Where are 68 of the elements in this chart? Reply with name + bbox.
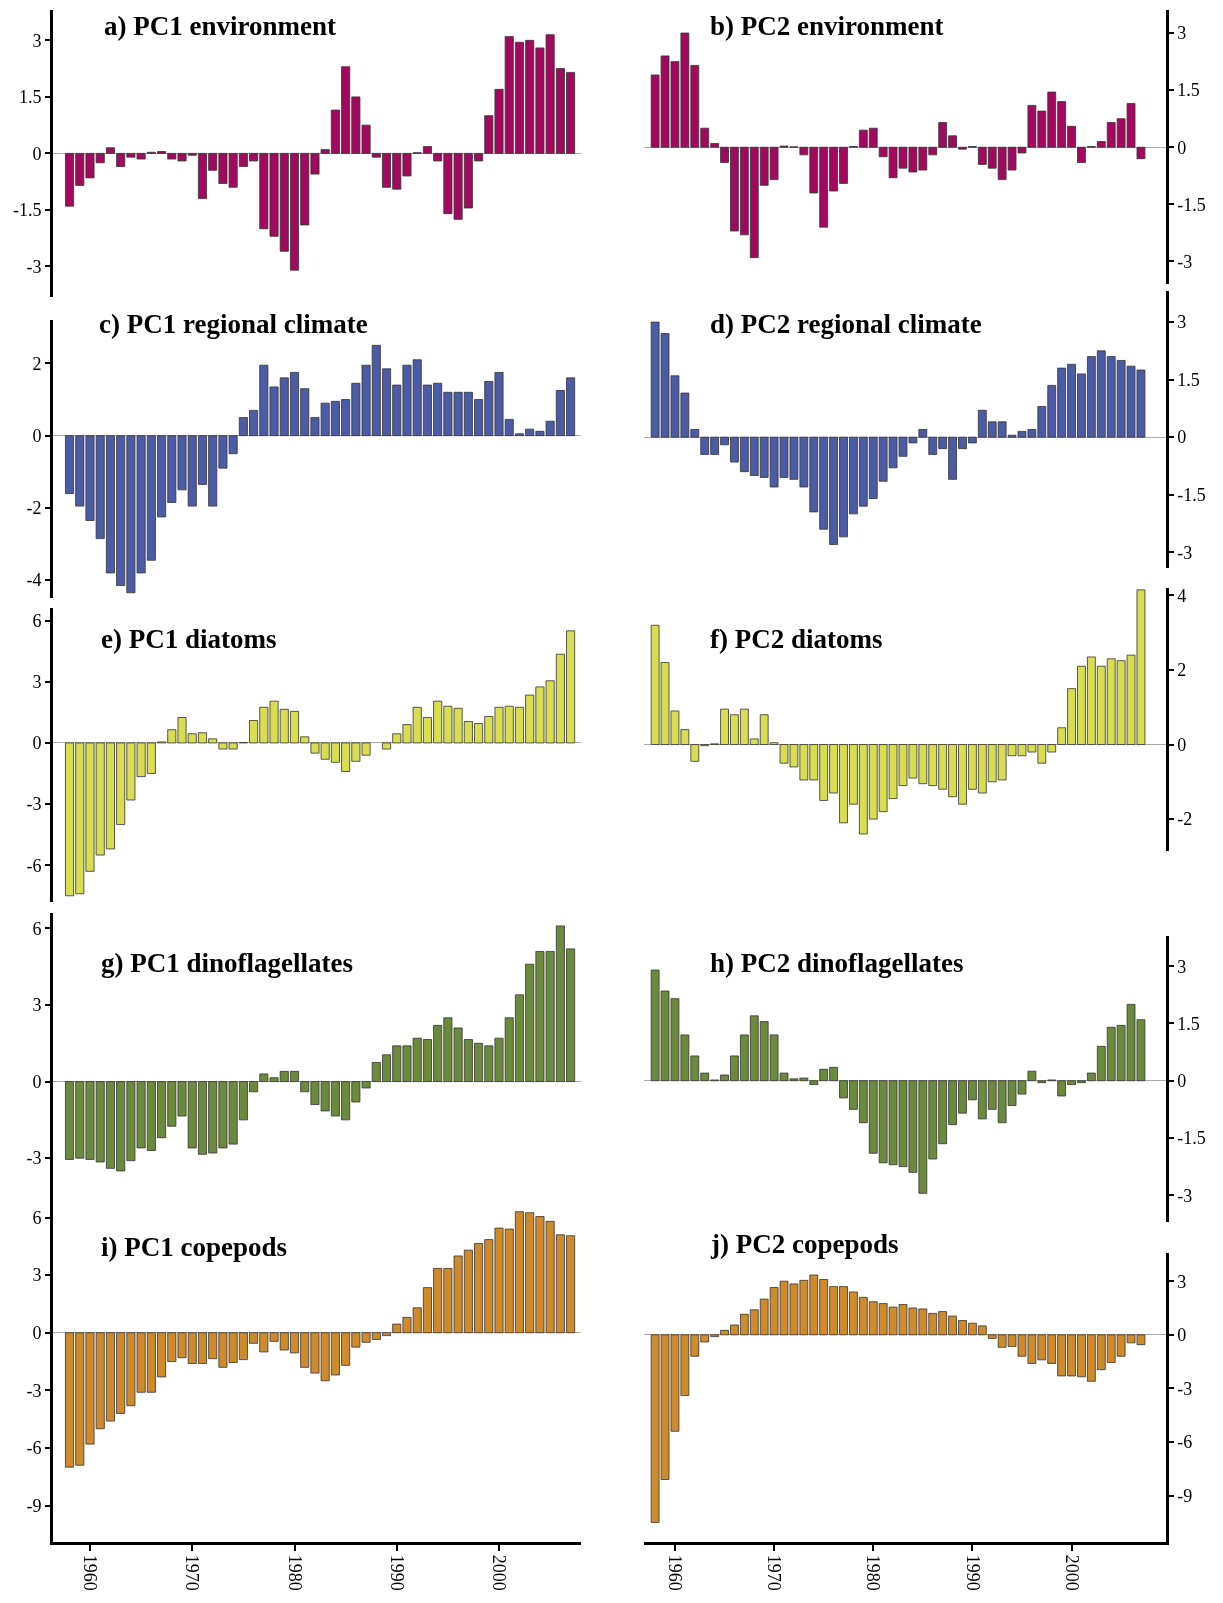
y2-tick-label: -1.5 (1177, 484, 1206, 505)
y2-tick-label: 1.5 (1177, 369, 1200, 390)
y2-tick-label: -3 (1177, 251, 1193, 272)
x-tick-label: 2000 (489, 1554, 510, 1591)
y-tick-label: -3 (26, 1148, 42, 1169)
y2-tick-label: 4 (1177, 585, 1187, 606)
y2-tick-label: 0 (1177, 137, 1187, 158)
y-tick-label: 0 (32, 1323, 42, 1344)
x-tick-label: 1960 (665, 1554, 686, 1591)
text: h) PC2 dinoflagellates (710, 948, 964, 978)
x-tick-label: 1990 (386, 1554, 407, 1591)
x-tick-label: 2000 (1061, 1554, 1082, 1591)
y2-tick-label: -3 (1177, 542, 1193, 563)
y-tick-label: 0 (32, 1071, 42, 1092)
y-tick-label: -3 (26, 256, 42, 277)
y-tick-label: 2 (32, 353, 42, 374)
chart-title: a) PC1 environment (104, 11, 336, 41)
y-tick-label: -2 (26, 498, 42, 519)
y2-tick-label: -9 (1177, 1485, 1193, 1506)
y-tick-label: -6 (26, 855, 42, 876)
chart-title: b) PC2 environment (710, 11, 944, 41)
y2-tick-label: -6 (1177, 1432, 1193, 1453)
text: d) PC2 regional climate (710, 309, 982, 339)
y-tick-label: 6 (32, 1207, 42, 1228)
y-tick-label: -4 (26, 570, 42, 591)
y2-tick-label: -1.5 (1177, 1128, 1206, 1149)
y-tick-label: 0 (32, 425, 42, 446)
y2-tick-label: 0 (1177, 427, 1187, 448)
x-tick-label: 1980 (863, 1554, 884, 1591)
y-tick-label: 6 (32, 610, 42, 631)
text: e) PC1 diatoms (101, 624, 277, 654)
y2-tick-label: -1.5 (1177, 194, 1206, 215)
chart-title: j) PC2 copepods (710, 1229, 899, 1259)
y2-tick-label: 3 (1177, 956, 1187, 977)
y2-tick-label: 3 (1177, 1271, 1187, 1292)
x-tick-label: 1980 (284, 1554, 305, 1591)
y2-tick-label: 1.5 (1177, 80, 1200, 101)
y2-tick-label: -3 (1177, 1378, 1193, 1399)
y-tick-label: -3 (26, 1380, 42, 1401)
text: f) PC2 diatoms (710, 624, 883, 654)
y2-tick-label: -3 (1177, 1185, 1193, 1206)
x-tick-label: 1990 (962, 1554, 983, 1591)
x-tick-label: 1970 (182, 1554, 203, 1591)
y-tick-label: 3 (32, 1265, 42, 1286)
y-tick-label: 3 (32, 672, 42, 693)
y-tick-label: 3 (32, 995, 42, 1016)
y-tick-label: 0 (32, 143, 42, 164)
y-tick-label: -6 (26, 1438, 42, 1459)
y2-tick-label: 3 (1177, 312, 1187, 333)
text: g) PC1 dinoflagellates (101, 948, 353, 978)
chart-title: c) PC1 regional climate (99, 309, 368, 339)
x-tick-label: 1960 (80, 1554, 101, 1591)
y-tick-label: 3 (32, 30, 42, 51)
y2-tick-label: 3 (1177, 23, 1187, 44)
y-tick-label: -9 (26, 1495, 42, 1516)
y-tick-label: -3 (26, 794, 42, 815)
y2-tick-label: 2 (1177, 660, 1187, 681)
text: i) PC1 copepods (101, 1232, 288, 1262)
y-tick-label: 1.5 (19, 87, 42, 108)
x-tick-label: 1970 (764, 1554, 785, 1591)
y2-tick-label: 1.5 (1177, 1013, 1200, 1034)
y2-tick-label: 0 (1177, 1071, 1187, 1092)
y-tick-label: 6 (32, 918, 42, 939)
y2-tick-label: 0 (1177, 1325, 1187, 1346)
y-tick-label: -1.5 (13, 200, 42, 221)
y2-tick-label: 0 (1177, 734, 1187, 755)
y-tick-label: 0 (32, 733, 42, 754)
y2-tick-label: -2 (1177, 809, 1193, 830)
